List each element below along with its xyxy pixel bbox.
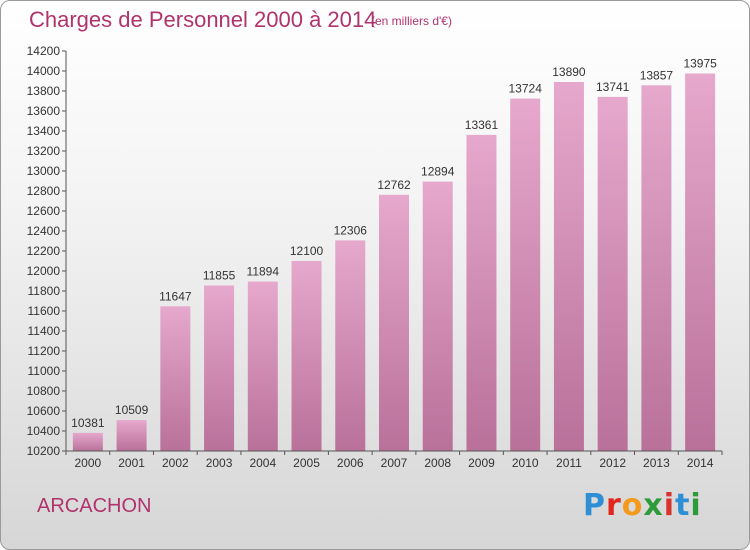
y-tick-label: 13000 xyxy=(27,164,61,178)
y-tick-label: 11600 xyxy=(28,304,61,318)
x-tick-label: 2000 xyxy=(75,456,102,470)
x-tick-label: 2013 xyxy=(643,456,670,470)
brand-logo: Proxiti xyxy=(583,488,702,523)
y-tick-label: 11200 xyxy=(28,344,61,358)
bar xyxy=(422,181,453,451)
x-tick-label: 2004 xyxy=(249,456,276,470)
x-tick-label: 2012 xyxy=(599,456,626,470)
y-tick-label: 12000 xyxy=(27,264,61,278)
brand-letter: i xyxy=(663,488,676,523)
bar xyxy=(204,285,235,451)
bar-value-label: 13361 xyxy=(465,118,499,132)
x-tick-label: 2010 xyxy=(512,456,539,470)
bar xyxy=(247,281,278,451)
y-tick-label: 14200 xyxy=(27,44,61,58)
chart-title: Charges de Personnel 2000 à 2014 xyxy=(29,7,377,32)
bar xyxy=(160,306,191,451)
x-tick-label: 2011 xyxy=(556,456,582,470)
brand-letter: P xyxy=(583,488,606,523)
x-tick-label: 2005 xyxy=(293,456,320,470)
bar xyxy=(685,73,716,451)
brand-letter: i xyxy=(690,488,702,523)
bar xyxy=(597,96,628,452)
bar xyxy=(510,98,541,451)
bar-value-label: 11894 xyxy=(247,265,280,279)
x-tick-label: 2007 xyxy=(381,456,408,470)
bar-value-label: 10509 xyxy=(115,403,149,417)
y-tick-label: 10200 xyxy=(27,444,61,458)
y-tick-label: 10800 xyxy=(27,384,61,398)
x-tick-label: 2003 xyxy=(206,456,233,470)
y-tick-label: 11400 xyxy=(28,324,61,338)
bar-value-label: 12762 xyxy=(377,178,411,192)
x-tick-label: 2002 xyxy=(162,456,189,470)
bar-value-label: 12100 xyxy=(290,244,324,258)
bar-value-label: 13975 xyxy=(683,57,717,71)
y-tick-label: 12400 xyxy=(27,224,61,238)
x-tick-label: 2006 xyxy=(337,456,364,470)
bar-value-label: 13890 xyxy=(552,65,586,79)
x-axis: 2000 2001 2002 2003 2004 2005 2006 2007 2008 2009… xyxy=(65,450,723,470)
city-name: ARCACHON xyxy=(37,495,152,517)
y-tick-label: 12200 xyxy=(27,244,61,258)
y-tick-label: 11000 xyxy=(28,364,61,378)
y-tick-label: 10600 xyxy=(27,404,61,418)
x-tick-label: 2001 xyxy=(118,456,145,470)
bar xyxy=(335,240,366,451)
bar-value-label: 12894 xyxy=(421,165,455,179)
y-tick-label: 13400 xyxy=(27,124,61,138)
bar xyxy=(116,420,147,451)
y-tick-label: 14000 xyxy=(27,64,61,78)
bar xyxy=(466,134,497,451)
x-tick-label: 2014 xyxy=(687,456,714,470)
bar xyxy=(553,82,584,451)
y-tick-label: 13200 xyxy=(27,144,61,158)
brand-letter: t xyxy=(675,488,691,523)
bar-value-label: 13741 xyxy=(596,80,630,94)
bar-value-label: 10381 xyxy=(71,416,105,430)
y-tick-label: 10400 xyxy=(27,424,61,438)
bar xyxy=(641,85,672,452)
y-tick-label: 13800 xyxy=(27,84,61,98)
bar-value-label: 12306 xyxy=(334,223,368,237)
bar-value-label: 13857 xyxy=(640,68,674,82)
y-tick-label: 11800 xyxy=(28,284,61,298)
y-tick-label: 12800 xyxy=(27,184,61,198)
bar-value-label: 13724 xyxy=(509,82,543,96)
y-axis: 10200 10400 10600 10800 11000 11200 11400 11600… xyxy=(27,44,67,458)
brand-letter: r xyxy=(606,488,622,523)
brand-letter: x xyxy=(643,488,664,523)
bar xyxy=(379,194,409,452)
bar xyxy=(72,432,103,451)
bar-value-label: 11855 xyxy=(203,269,236,283)
x-tick-label: 2009 xyxy=(468,456,495,470)
y-tick-label: 13600 xyxy=(27,104,61,118)
bars: 10381 10509 11647 11855 11894 12100 12306 12762… xyxy=(71,57,717,452)
brand-letter: o xyxy=(621,488,644,523)
chart-unit-note: (en milliers d'€) xyxy=(371,14,452,28)
bar-value-label: 11647 xyxy=(159,289,192,303)
y-tick-label: 12600 xyxy=(27,204,61,218)
bar xyxy=(291,261,322,451)
x-tick-label: 2008 xyxy=(424,456,451,470)
